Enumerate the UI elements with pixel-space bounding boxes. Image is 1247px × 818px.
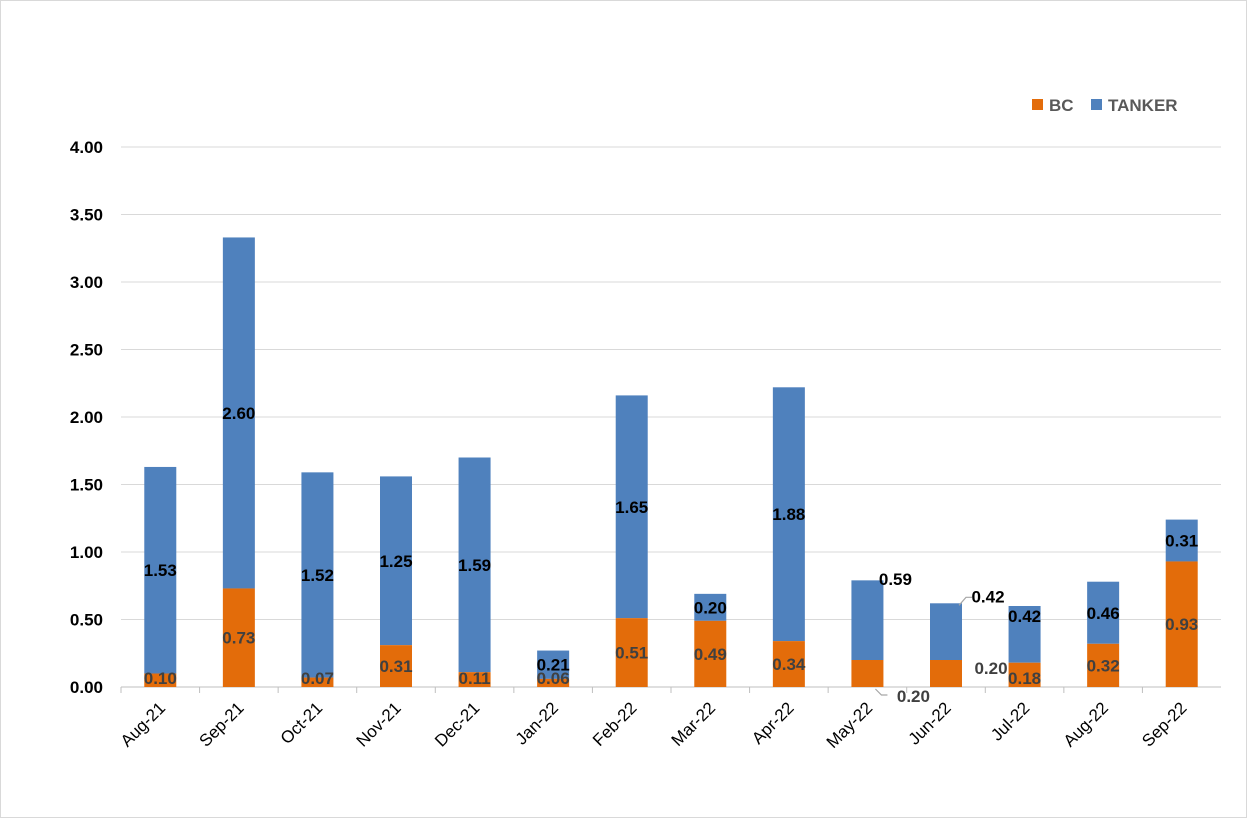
data-label-bc: 0.32 <box>1087 656 1120 675</box>
bar-bc <box>1087 643 1120 687</box>
data-label-tanker: 1.59 <box>458 556 491 575</box>
legend: BC TANKER <box>1032 96 1178 115</box>
bar-bc <box>144 673 177 687</box>
legend-swatch <box>1091 99 1102 110</box>
x-tick-label: Nov-21 <box>353 698 405 750</box>
x-tick-label: Dec-21 <box>431 698 483 750</box>
data-label-tanker: 1.88 <box>772 505 805 524</box>
y-tick-label: 2.00 <box>70 408 103 427</box>
data-label-tanker: 1.65 <box>615 498 648 517</box>
y-tick-label: 1.00 <box>70 543 103 562</box>
y-tick-label: 0.00 <box>70 678 103 697</box>
bar-tanker <box>694 593 727 621</box>
x-tick-label: Sep-21 <box>195 698 247 750</box>
x-tick-label: May-22 <box>823 698 877 752</box>
x-tick-label: Oct-21 <box>277 698 327 748</box>
data-label-tanker: 1.25 <box>379 552 412 571</box>
bar-bc <box>1008 662 1041 687</box>
x-tick-label: Feb-22 <box>589 698 641 750</box>
bar-tanker <box>1008 606 1041 663</box>
x-axis: Aug-21 Sep-21 Oct-21 Nov-21 Dec-21 Jan-22 Feb-… <box>117 686 1221 752</box>
data-label-tanker: 0.59 <box>879 570 912 589</box>
data-label-tanker: 0.20 <box>694 598 727 617</box>
data-label-tanker: 0.46 <box>1087 604 1120 623</box>
data-label-tanker: 0.42 <box>971 587 1004 606</box>
gridlines <box>121 146 1221 620</box>
legend-swatch <box>1032 99 1043 110</box>
bar-bc <box>930 660 962 687</box>
data-label-tanker: 0.31 <box>1165 532 1198 551</box>
bar-tanker <box>222 237 255 589</box>
bar-tanker <box>144 466 177 674</box>
bar-bc <box>301 677 334 687</box>
legend-label: TANKER <box>1108 96 1178 115</box>
data-label-tanker: 0.42 <box>1008 607 1041 626</box>
y-tick-label: 4.00 <box>70 138 103 157</box>
data-label-tanker: 2.60 <box>222 404 255 423</box>
x-tick-label: Sep-22 <box>1138 698 1190 750</box>
data-label-bc: 0.20 <box>897 687 930 706</box>
bar-tanker <box>615 395 648 619</box>
y-tick-label: 2.50 <box>70 341 103 360</box>
bar-tanker <box>301 472 334 678</box>
data-label-bc: 0.73 <box>222 629 255 648</box>
bar-tanker <box>930 603 962 660</box>
data-label-bc: 0.51 <box>615 644 648 663</box>
data-label-bc: 0.18 <box>1008 669 1041 688</box>
bar-bc <box>694 620 727 687</box>
bar-bc <box>458 672 491 687</box>
bar-tanker <box>537 650 570 679</box>
bars <box>144 237 1198 687</box>
data-label-bc: 0.11 <box>458 669 490 688</box>
legend-label: BC <box>1049 96 1074 115</box>
bar-bc <box>851 660 884 687</box>
data-labels: 0.10 0.73 0.07 0.31 0.11 0.06 0.51 0.49 0.34 0.20… <box>144 404 1199 706</box>
x-tick-label: Jan-22 <box>512 698 562 748</box>
bar-bc <box>222 588 255 687</box>
bar-bc <box>772 641 805 687</box>
x-tick-label: Jul-22 <box>987 698 1033 744</box>
data-label-tanker: 1.53 <box>144 561 177 580</box>
data-label-bc: 0.49 <box>694 645 727 664</box>
bar-tanker <box>851 580 884 660</box>
leader-line <box>875 688 888 696</box>
y-tick-label: 3.00 <box>70 273 103 292</box>
data-label-tanker: 1.52 <box>301 566 334 585</box>
bar-tanker <box>772 387 805 642</box>
leader-line <box>958 596 972 606</box>
data-label-bc: 0.07 <box>301 669 334 688</box>
x-tick-label: Mar-22 <box>668 698 720 750</box>
y-tick-label: 0.50 <box>70 611 103 630</box>
bar-tanker <box>1165 519 1198 562</box>
bar-tanker <box>380 476 412 646</box>
data-label-bc: 0.10 <box>144 669 177 688</box>
y-tick-label: 1.50 <box>70 476 103 495</box>
bar-bc <box>537 678 570 687</box>
data-label-tanker: 0.21 <box>537 656 570 675</box>
data-label-bc: 0.31 <box>379 657 412 676</box>
y-tick-label: 3.50 <box>70 206 103 225</box>
y-axis: 0.00 0.50 1.00 1.50 2.00 2.50 3.00 3.50 4.00 <box>70 138 103 697</box>
bar-bc <box>1165 561 1198 687</box>
x-tick-label: Aug-22 <box>1060 698 1112 750</box>
data-label-bc: 0.20 <box>974 659 1007 678</box>
data-label-bc: 0.93 <box>1165 615 1198 634</box>
bar-tanker <box>1087 581 1120 644</box>
x-tick-label: Aug-21 <box>117 698 169 750</box>
data-label-bc: 0.06 <box>537 669 570 688</box>
x-tick-label: Apr-22 <box>748 698 798 748</box>
bar-bc <box>380 645 412 687</box>
data-label-bc: 0.34 <box>772 655 806 674</box>
bar-bc <box>615 618 648 687</box>
bar-tanker <box>458 457 491 673</box>
